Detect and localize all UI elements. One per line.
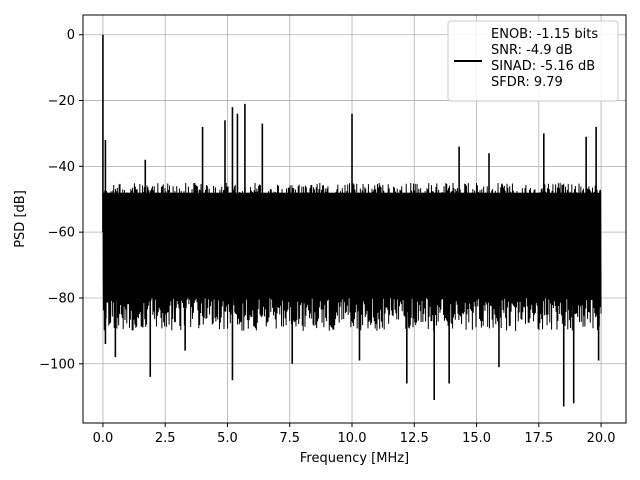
legend-box: [447, 20, 619, 102]
legend: ENOB: -1.15 bits SNR: -4.9 dB SINAD: -5.…: [447, 20, 619, 102]
y-axis-ticks: 0 −20 −40 −60 −80 −100: [39, 28, 83, 372]
y-tick-label: −80: [48, 291, 75, 306]
y-tick-label: 0: [67, 28, 75, 43]
x-tick-label: 2.5: [155, 431, 176, 446]
x-axis-label: Frequency [MHz]: [300, 451, 409, 466]
x-tick-label: 5.0: [217, 431, 238, 446]
x-tick-label: 15.0: [462, 431, 491, 446]
legend-enob-label: ENOB: -1.15 bits: [491, 27, 598, 42]
y-tick-label: −20: [48, 94, 75, 109]
legend-sinad-label: SINAD: -5.16 dB: [491, 59, 595, 74]
legend-snr-label: SNR: -4.9 dB: [491, 43, 573, 58]
x-tick-label: 7.5: [279, 431, 300, 446]
x-tick-label: 17.5: [524, 431, 553, 446]
y-tick-label: −40: [48, 160, 75, 175]
plot-area-frame: [82, 14, 627, 424]
x-tick-label: 20.0: [587, 431, 616, 446]
x-tick-label: 12.5: [400, 431, 429, 446]
y-tick-label: −100: [39, 357, 75, 372]
x-tick-label: 0.0: [93, 431, 114, 446]
y-tick-label: −60: [48, 226, 75, 241]
series-layer: [102, 34, 602, 407]
x-axis-ticks: 0.0 2.5 5.0 7.5 10.0 12.5 15.0 17.5 20.0: [93, 423, 616, 446]
x-tick-label: 10.0: [338, 431, 367, 446]
y-axis-label: PSD [dB]: [13, 190, 28, 248]
legend-sfdr-label: SFDR: 9.79: [491, 75, 563, 90]
